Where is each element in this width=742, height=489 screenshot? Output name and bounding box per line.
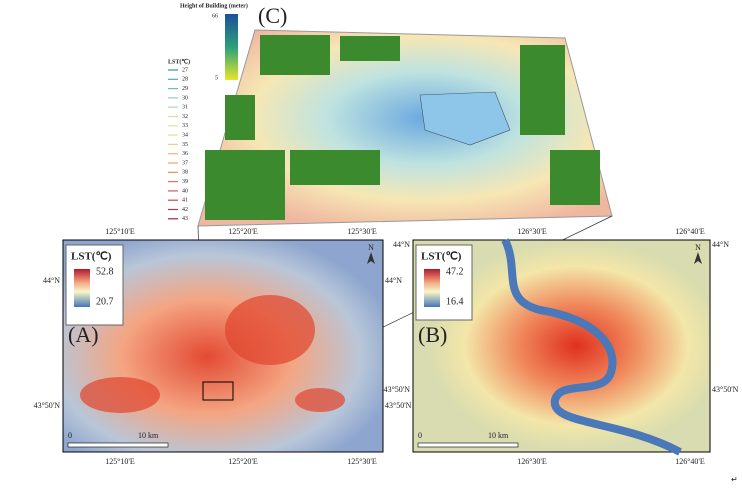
top-coord: 125°20'E <box>228 227 258 236</box>
panel-label: (A) <box>68 322 99 347</box>
panel-label: (C) <box>258 3 287 28</box>
height-colorbar <box>225 14 238 80</box>
top-coord: 125°10'E <box>105 227 135 236</box>
contour-level: 39 <box>182 179 188 185</box>
contour-level: 34 <box>182 132 188 138</box>
scale-start: 0 <box>68 431 72 440</box>
contour-level: 29 <box>182 86 188 92</box>
scale-bar <box>67 442 169 448</box>
colorbar <box>424 269 440 307</box>
scale-end: 10 km <box>138 431 159 440</box>
contour-level: 37 <box>182 160 188 166</box>
north-symbol <box>367 252 375 264</box>
north-arrow: N <box>368 243 374 252</box>
panel-label: (B) <box>418 322 447 347</box>
right-coord: 44°N <box>385 276 402 285</box>
height-title: Height of Building (meter) <box>180 2 248 9</box>
top-coord: 126°30'E <box>517 227 547 236</box>
buildings <box>205 35 600 220</box>
contour-level: 35 <box>182 142 188 148</box>
river <box>501 238 682 456</box>
contour-level: 30 <box>182 95 188 101</box>
contour-level: 31 <box>182 105 188 111</box>
left-coord: 44°N <box>43 276 60 285</box>
contour-level: 42 <box>182 207 188 213</box>
top-coord: 125°30'E <box>347 227 377 236</box>
colorbar <box>74 269 90 307</box>
height-min: 5 <box>215 75 218 81</box>
right-coord: 43°50'N <box>385 401 412 410</box>
contour-level: 27 <box>182 67 188 73</box>
lake <box>419 91 511 146</box>
north-arrow: N <box>695 243 701 252</box>
left-coord: 44°N <box>393 240 410 249</box>
left-coord: 43°50'N <box>34 401 61 410</box>
bottom-coord: 126°30'E <box>517 457 547 466</box>
legend-min: 20.7 <box>96 296 114 307</box>
contour-level: 43 <box>182 216 188 222</box>
legend-min: 16.4 <box>446 296 464 307</box>
contour-level: 32 <box>182 114 188 120</box>
contour-level: 40 <box>182 188 188 194</box>
contour-level: 36 <box>182 151 188 157</box>
scale-start: 0 <box>418 431 422 440</box>
north-symbol <box>694 252 702 264</box>
scale-end: 10 km <box>488 431 509 440</box>
zoom-box <box>202 381 234 401</box>
right-coord: 43°50'N <box>712 385 739 394</box>
contour-level: 33 <box>182 123 188 129</box>
legend-max: 52.8 <box>96 266 114 277</box>
bottom-coord: 125°30'E <box>347 457 377 466</box>
legend-title: LST(℃) <box>421 251 462 263</box>
legend-max: 47.2 <box>446 266 464 277</box>
top-coord: 126°40'E <box>675 227 705 236</box>
bottom-coord: 125°10'E <box>105 457 135 466</box>
contour-level: 41 <box>182 198 188 204</box>
contour-level: 28 <box>182 77 188 83</box>
bottom-coord: 126°40'E <box>675 457 705 466</box>
contour-level: 38 <box>182 170 188 176</box>
legend-title: LST(℃) <box>71 251 112 263</box>
bottom-coord: 125°20'E <box>228 457 258 466</box>
height-max: 66 <box>212 13 218 19</box>
contour-legend-title: LST(℃) <box>168 58 190 65</box>
footer-mark: ↵ <box>731 475 738 484</box>
hotspots <box>80 295 345 413</box>
scale-bar <box>417 442 519 448</box>
left-coord: 43°50'N <box>384 385 411 394</box>
right-coord: 44°N <box>712 240 729 249</box>
